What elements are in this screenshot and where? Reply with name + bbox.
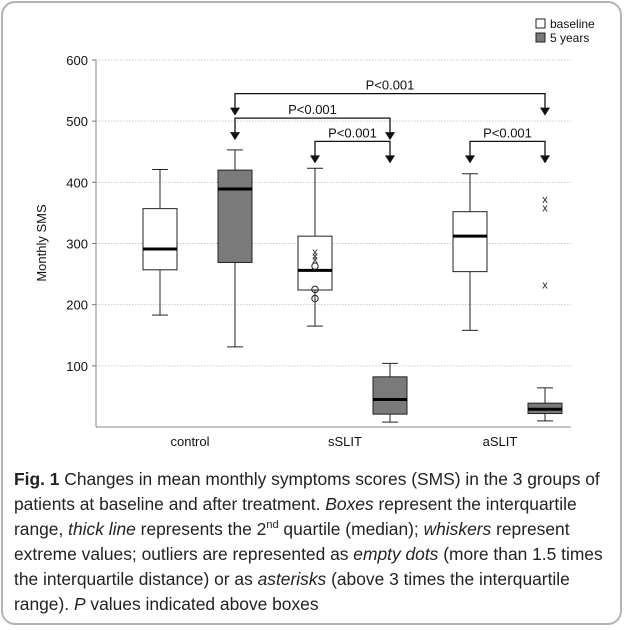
caption-segment: thick line: [68, 519, 136, 539]
caption-segment: whiskers: [423, 519, 492, 539]
caption-segment: represent the interquartile range,: [14, 494, 577, 539]
outlier-extreme: x: [542, 202, 548, 214]
x-category-label: aSLIT: [483, 434, 518, 449]
outlier-extreme: x: [542, 279, 548, 291]
legend-label: 5 years: [550, 31, 589, 45]
caption-segment: represents the 2: [135, 519, 267, 539]
outlier-extreme: x: [312, 254, 318, 266]
caption-segment: asterisks: [257, 569, 327, 589]
significance-bracket: [469, 140, 546, 156]
caption-segment: empty dots: [353, 544, 439, 564]
significance-bracket: [234, 92, 546, 108]
caption-segment: quartile (median);: [278, 519, 424, 539]
caption-text: Changes in mean monthly symptoms scores …: [14, 469, 603, 614]
caption-segment: (above 3 times the interquartile range).: [14, 569, 570, 614]
figure-label: Fig. 1: [14, 469, 60, 489]
bracket-arrowhead: [230, 107, 240, 116]
legend-swatch: [535, 32, 546, 43]
bracket-arrowhead: [310, 155, 320, 164]
box: [372, 376, 408, 415]
p-value-label: P<0.001: [366, 78, 415, 93]
legend-swatch: [535, 18, 546, 29]
caption-segment: nd: [266, 519, 279, 532]
box: [452, 211, 488, 273]
y-tick-label: 200: [66, 298, 88, 313]
y-tick-label: 100: [66, 359, 88, 374]
y-axis-label: Monthly SMS: [34, 204, 49, 282]
caption-segment: (more than 1.5 times the interquartile d…: [14, 544, 603, 589]
y-tick-label: 300: [66, 237, 88, 252]
bracket-arrowhead: [385, 132, 395, 141]
outlier-dot: [311, 262, 319, 270]
bracket-arrowhead: [230, 132, 240, 141]
figure-caption: Fig. 1 Changes in mean monthly symptoms …: [14, 467, 614, 617]
p-value-label: P<0.001: [288, 102, 337, 117]
caption-segment: Changes in mean monthly symptoms scores …: [14, 469, 600, 514]
outlier-extreme: x: [312, 251, 318, 263]
significance-bracket: [314, 140, 391, 156]
outlier-extreme: x: [312, 246, 318, 258]
bracket-arrowhead: [385, 155, 395, 164]
caption-segment: Boxes: [325, 494, 374, 514]
x-category-label: sSLIT: [328, 434, 362, 449]
significance-bracket: [234, 117, 391, 133]
y-tick-label: 500: [66, 114, 88, 129]
box: [217, 169, 253, 263]
caption-segment: represent extreme values; outliers are r…: [14, 519, 570, 564]
caption-segment: P: [73, 594, 86, 614]
y-tick-label: 400: [66, 175, 88, 190]
bracket-arrowhead: [540, 107, 550, 116]
outlier-extreme: x: [542, 194, 548, 206]
x-category-label: control: [170, 434, 209, 449]
bracket-arrowhead: [465, 155, 475, 164]
p-value-label: P<0.001: [328, 125, 377, 140]
p-value-label: P<0.001: [483, 125, 532, 140]
bracket-arrowhead: [540, 155, 550, 164]
box: [142, 208, 178, 271]
outlier-dot: [311, 294, 319, 303]
legend-label: baseline: [550, 17, 595, 31]
caption-segment: values indicated above boxes: [85, 594, 319, 614]
y-tick-label: 600: [66, 53, 88, 68]
outlier-dot: [311, 285, 319, 294]
